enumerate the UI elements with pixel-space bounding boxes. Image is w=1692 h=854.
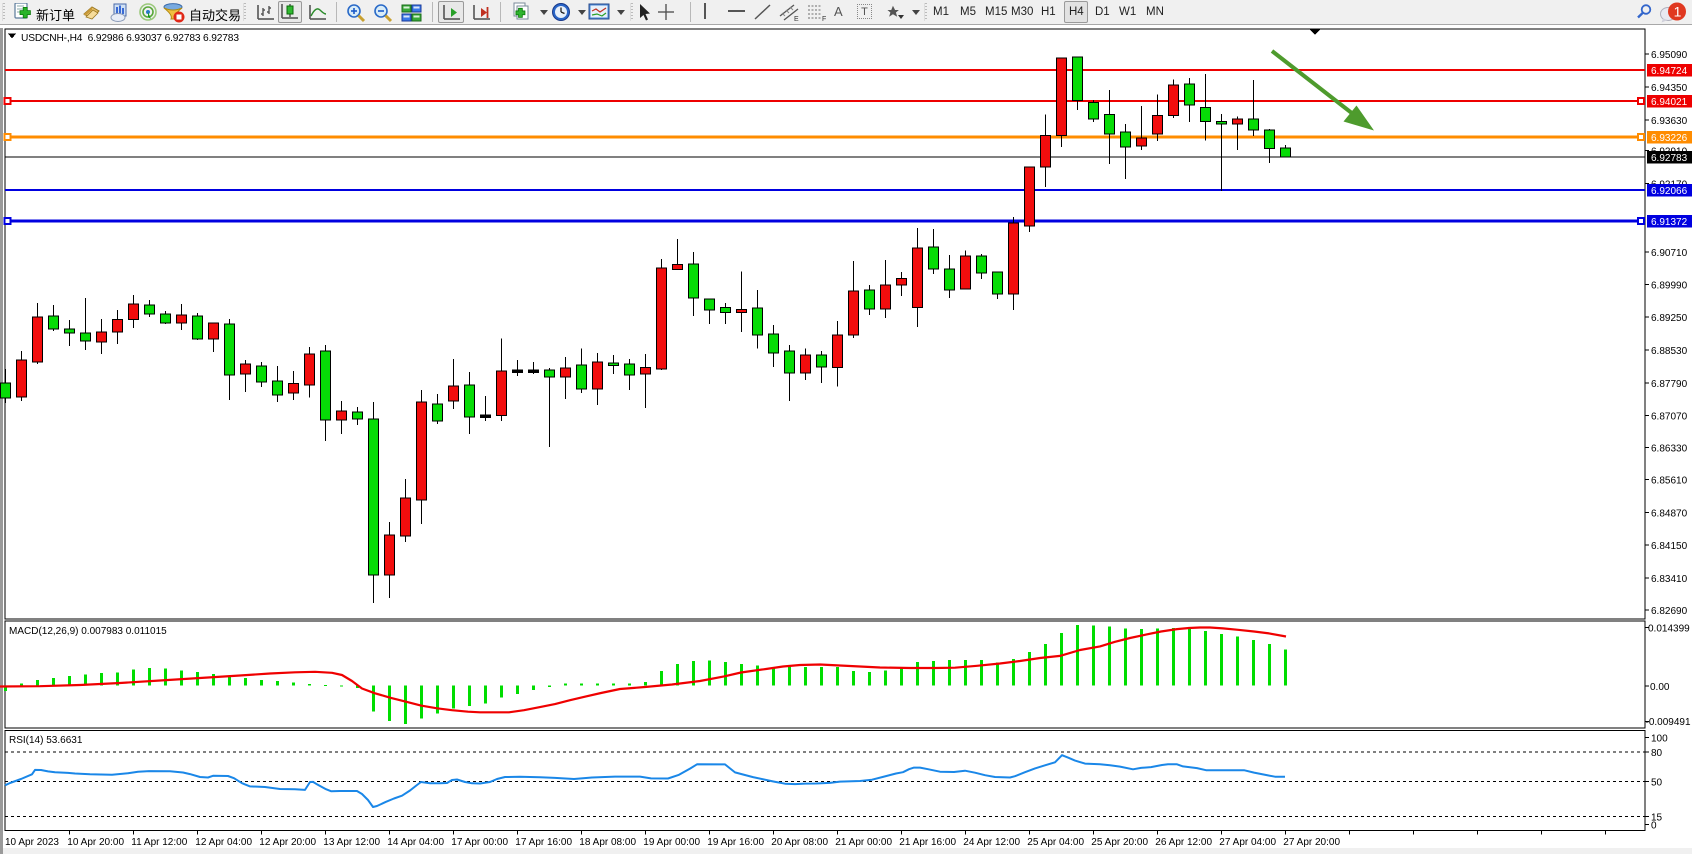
svg-text:6.87070: 6.87070 <box>1651 411 1688 422</box>
svg-text:12 Apr 04:00: 12 Apr 04:00 <box>195 837 252 848</box>
svg-text:6.88530: 6.88530 <box>1651 346 1688 357</box>
svg-text:E: E <box>794 16 799 22</box>
svg-text:6.93630: 6.93630 <box>1651 116 1688 127</box>
svg-text:11 Apr 12:00: 11 Apr 12:00 <box>131 837 187 848</box>
svg-text:19 Apr 16:00: 19 Apr 16:00 <box>707 837 764 848</box>
svg-text:6.94021: 6.94021 <box>1651 97 1688 108</box>
svg-text:12 Apr 20:00: 12 Apr 20:00 <box>259 837 316 848</box>
svg-text:25 Apr 04:00: 25 Apr 04:00 <box>1027 837 1084 848</box>
svg-text:MACD(12,26,9) 0.007983 0.01101: MACD(12,26,9) 0.007983 0.011015 <box>9 626 167 637</box>
svg-text:21 Apr 00:00: 21 Apr 00:00 <box>835 837 892 848</box>
svg-text:USDCNH-,H4 6.92986 6.93037 6.: USDCNH-,H4 6.92986 6.93037 6.92783 6.927… <box>21 33 239 44</box>
svg-text:17 Apr 16:00: 17 Apr 16:00 <box>515 837 572 848</box>
svg-text:20 Apr 08:00: 20 Apr 08:00 <box>771 837 828 848</box>
svg-text:1: 1 <box>1674 4 1682 20</box>
svg-text:6.87790: 6.87790 <box>1651 379 1688 390</box>
svg-text:6.92783: 6.92783 <box>1651 153 1688 164</box>
svg-text:6.86330: 6.86330 <box>1651 443 1688 454</box>
svg-text:0.014399: 0.014399 <box>1648 624 1690 635</box>
svg-text:6.94350: 6.94350 <box>1651 83 1688 94</box>
svg-text:6.91372: 6.91372 <box>1651 217 1688 228</box>
svg-text:21 Apr 16:00: 21 Apr 16:00 <box>899 837 956 848</box>
svg-text:6.89250: 6.89250 <box>1651 313 1688 324</box>
svg-text:25 Apr 20:00: 25 Apr 20:00 <box>1091 837 1148 848</box>
svg-text:6.93226: 6.93226 <box>1651 133 1688 144</box>
svg-text:6.95090: 6.95090 <box>1651 50 1688 61</box>
svg-text:6.84870: 6.84870 <box>1651 508 1688 519</box>
svg-text:80: 80 <box>1651 748 1663 759</box>
svg-text:6.82690: 6.82690 <box>1651 606 1688 617</box>
svg-text:6.83410: 6.83410 <box>1651 574 1688 585</box>
svg-text:0.00: 0.00 <box>1650 682 1670 693</box>
svg-text:100: 100 <box>1651 734 1668 745</box>
svg-text:6.85610: 6.85610 <box>1651 475 1688 486</box>
svg-text:0: 0 <box>1651 820 1657 831</box>
svg-text:RSI(14) 53.6631: RSI(14) 53.6631 <box>9 735 83 746</box>
svg-text:6.90710: 6.90710 <box>1651 248 1688 259</box>
svg-text:15: 15 <box>1651 812 1663 823</box>
svg-text:10 Apr 20:00: 10 Apr 20:00 <box>67 837 124 848</box>
svg-text:24 Apr 12:00: 24 Apr 12:00 <box>963 837 1020 848</box>
svg-text:18 Apr 08:00: 18 Apr 08:00 <box>579 837 636 848</box>
svg-text:27 Apr 04:00: 27 Apr 04:00 <box>1219 837 1276 848</box>
svg-text:6.92066: 6.92066 <box>1651 186 1688 197</box>
svg-text:6.94724: 6.94724 <box>1651 66 1688 77</box>
svg-text:-0.009491: -0.009491 <box>1646 717 1691 728</box>
svg-text:50: 50 <box>1651 777 1663 788</box>
svg-text:19 Apr 00:00: 19 Apr 00:00 <box>643 837 700 848</box>
svg-text:14 Apr 04:00: 14 Apr 04:00 <box>387 837 444 848</box>
svg-text:26 Apr 12:00: 26 Apr 12:00 <box>1155 837 1212 848</box>
svg-text:13 Apr 12:00: 13 Apr 12:00 <box>323 837 380 848</box>
svg-text:6.84150: 6.84150 <box>1651 541 1688 552</box>
svg-text:17 Apr 00:00: 17 Apr 00:00 <box>451 837 508 848</box>
svg-text:6.89990: 6.89990 <box>1651 281 1688 292</box>
svg-text:F: F <box>822 16 826 22</box>
svg-text:10 Apr 2023: 10 Apr 2023 <box>5 837 59 848</box>
svg-text:27 Apr 20:00: 27 Apr 20:00 <box>1283 837 1340 848</box>
